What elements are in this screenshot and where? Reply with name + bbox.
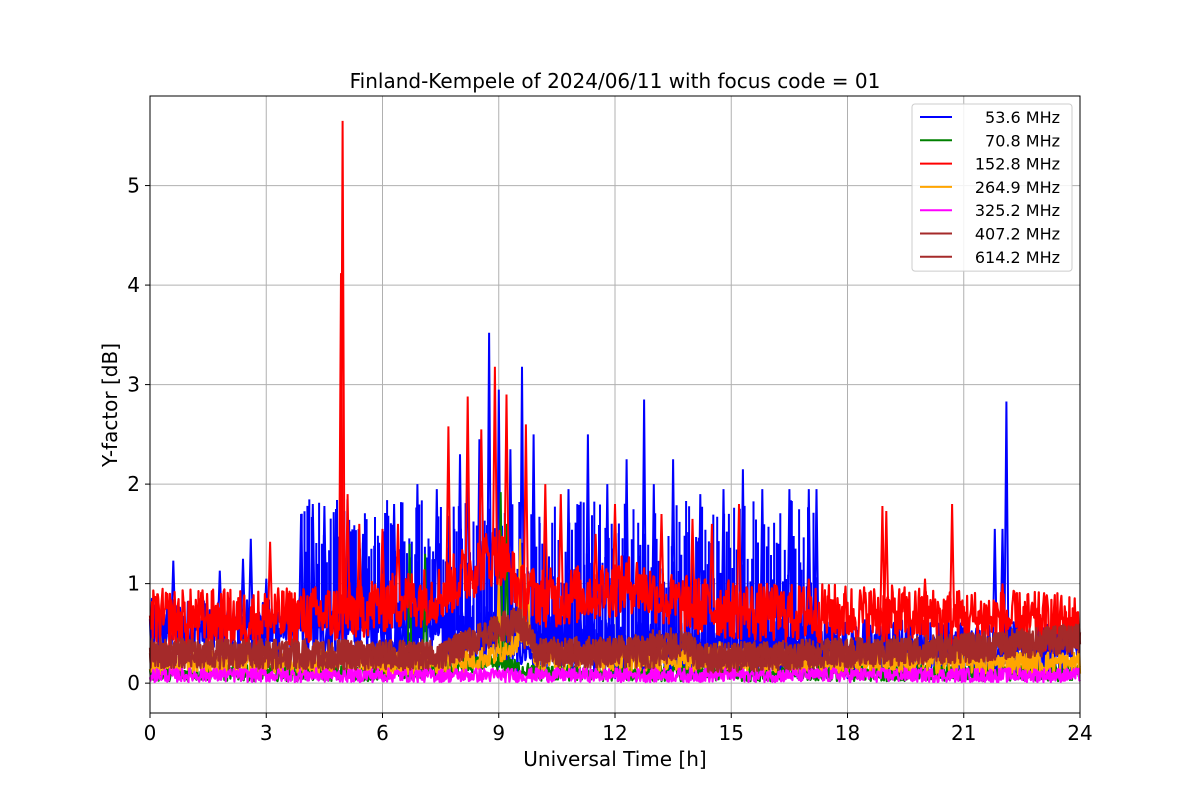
x-tick-label: 6	[376, 721, 389, 745]
series-spike	[736, 503, 742, 611]
series-layer	[148, 120, 1082, 684]
legend: 53.6 MHz 70.8 MHz 152.8 MHz 264.9 MHz 325.2 …	[911, 103, 1073, 272]
series-spike	[1003, 401, 1010, 649]
series-spike	[708, 523, 715, 608]
x-tick-label: 0	[144, 721, 157, 745]
series-spike	[379, 528, 386, 604]
series-spike	[464, 396, 471, 573]
series-spike	[406, 543, 413, 671]
series-spike	[339, 120, 346, 614]
series-spike	[309, 503, 316, 629]
series-spike	[805, 578, 812, 614]
x-axis-label: Universal Time [h]	[523, 747, 706, 771]
legend-entry: 407.2 MHz	[975, 225, 1060, 244]
series-spike	[414, 484, 421, 629]
series-spike	[321, 505, 328, 629]
series-spike	[949, 503, 956, 619]
x-tick-label: 9	[492, 721, 505, 745]
series-spike	[883, 510, 890, 616]
series-spike	[658, 513, 665, 598]
series-line	[148, 607, 1082, 674]
legend-entry: 264.9 MHz	[975, 178, 1060, 197]
series-spike	[422, 553, 429, 670]
series-spike	[557, 494, 564, 598]
series-spike	[356, 523, 363, 610]
chart-title: Finland-Kempele of 2024/06/11 with focus…	[350, 69, 881, 93]
series-spike	[395, 523, 401, 601]
y-tick-label: 4	[127, 273, 140, 297]
series-spike	[267, 541, 274, 619]
series-line	[148, 120, 1081, 652]
series-trace	[148, 667, 1081, 684]
series-spike	[641, 399, 648, 649]
y-tick-label: 3	[127, 373, 140, 397]
y-tick-label: 5	[127, 174, 140, 198]
y-axis-label: Y-factor [dB]	[98, 343, 122, 468]
legend-entry: 70.8 MHz	[985, 131, 1060, 150]
series-spike	[154, 593, 161, 619]
series-spike	[592, 533, 599, 592]
x-tick-label: 15	[719, 721, 744, 745]
x-tick-label: 12	[602, 721, 627, 745]
legend-entry: 325.2 MHz	[975, 201, 1060, 220]
x-tick-label: 21	[951, 721, 976, 745]
x-tick-label: 18	[835, 721, 860, 745]
series-spike	[445, 426, 452, 588]
series-trace	[148, 607, 1082, 674]
x-tick-label: 24	[1067, 721, 1092, 745]
series-spike	[922, 578, 928, 617]
y-axis-ticks: 0 1 2 3 4 5	[127, 174, 150, 695]
series-spike	[879, 505, 886, 616]
series-spike	[344, 494, 351, 613]
series-spike	[542, 484, 549, 597]
legend-box	[911, 103, 1073, 272]
series-trace	[148, 529, 1081, 652]
series-spike	[503, 394, 510, 568]
series-spike	[584, 434, 591, 647]
x-tick-label: 3	[260, 721, 273, 745]
series-spike	[522, 424, 529, 595]
legend-entry: 152.8 MHz	[975, 155, 1060, 174]
y-tick-label: 2	[127, 472, 140, 496]
x-axis-ticks: 0 3 6 9 12 15 18 21 24	[144, 713, 1093, 745]
series-spike	[689, 518, 696, 606]
series-spike	[999, 583, 1006, 621]
series-spike	[333, 508, 339, 629]
series-spike	[478, 429, 485, 563]
series-spike	[486, 332, 493, 636]
legend-entry: 53.6 MHz	[985, 108, 1060, 127]
series-spike	[612, 503, 618, 588]
y-tick-label: 1	[127, 572, 140, 596]
series-line	[148, 667, 1081, 684]
y-tick-label: 0	[127, 671, 140, 695]
series-spike	[491, 366, 498, 556]
legend-entry: 614.2 MHz	[975, 248, 1060, 267]
